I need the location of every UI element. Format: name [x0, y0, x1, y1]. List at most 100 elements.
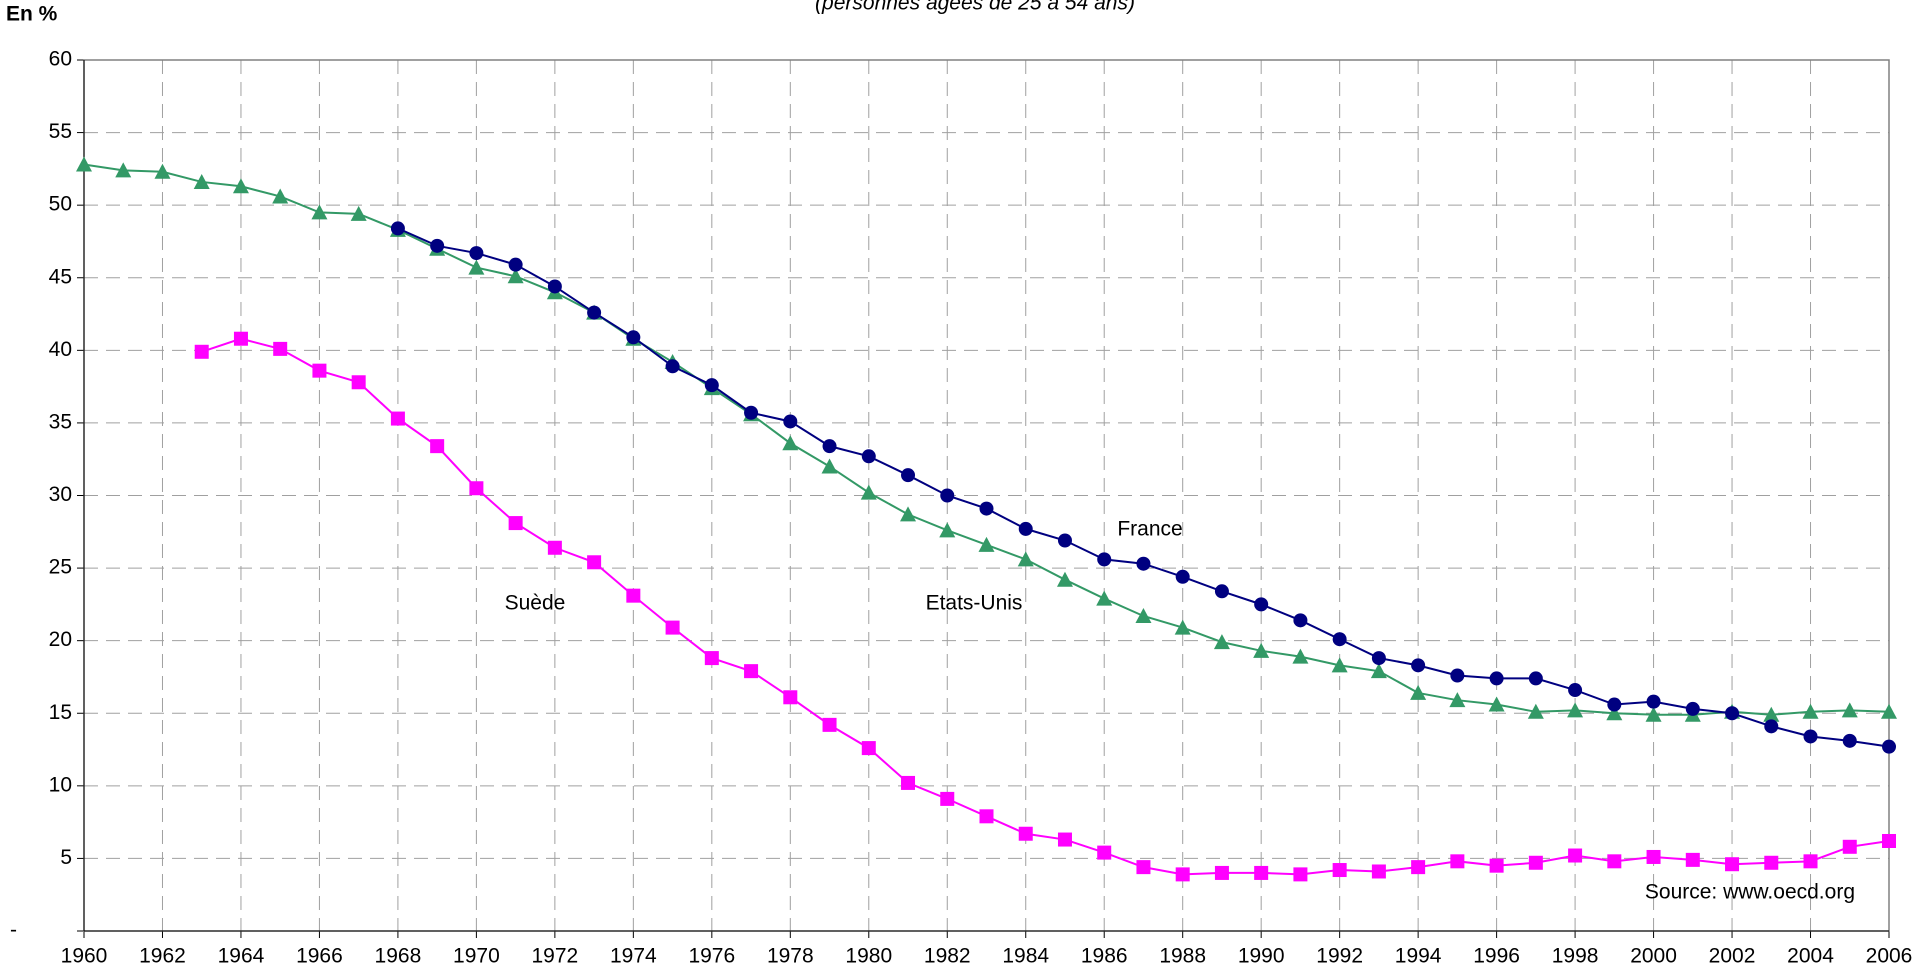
- data-point: [1135, 607, 1152, 623]
- annotation: Etats-Unis: [926, 592, 1023, 615]
- data-point: [232, 178, 249, 194]
- data-point: [783, 690, 798, 705]
- data-point: [469, 246, 484, 261]
- y-tick-label: 60: [49, 48, 72, 71]
- data-point: [1411, 860, 1426, 875]
- y-tick-label: 25: [49, 556, 72, 579]
- data-point: [1685, 852, 1700, 867]
- data-point: [430, 238, 445, 253]
- data-point: [1057, 832, 1072, 847]
- x-tick-label: 1966: [296, 945, 343, 968]
- data-point: [1842, 839, 1857, 854]
- data-point: [587, 305, 602, 320]
- x-tick-label: 1986: [1081, 945, 1128, 968]
- data-point: [940, 488, 955, 503]
- data-point: [1685, 701, 1700, 716]
- data-point: [312, 363, 327, 378]
- x-tick-label: 1962: [139, 945, 186, 968]
- data-point: [1607, 697, 1622, 712]
- data-point: [1842, 733, 1857, 748]
- x-tick-label: 1990: [1238, 945, 1285, 968]
- data-point: [1882, 833, 1896, 848]
- data-point: [1763, 706, 1780, 722]
- data-point: [1371, 864, 1386, 879]
- x-tick-label: 1960: [61, 945, 108, 968]
- data-point: [940, 791, 955, 806]
- chart-subtitle: (personnes âgées de 25 à 54 ans): [815, 0, 1135, 15]
- data-point: [1175, 867, 1190, 882]
- data-point: [1096, 590, 1113, 606]
- data-point: [1018, 521, 1033, 536]
- x-tick-label: 1994: [1395, 945, 1442, 968]
- x-tick-label: 1976: [688, 945, 735, 968]
- data-point: [1331, 657, 1348, 673]
- data-point: [1253, 642, 1270, 658]
- data-point: [1802, 703, 1819, 719]
- data-point: [939, 522, 956, 538]
- data-point: [1489, 858, 1504, 873]
- data-point: [547, 279, 562, 294]
- data-point: [587, 555, 602, 570]
- y-tick-label: 50: [49, 193, 72, 216]
- data-point: [1449, 692, 1466, 708]
- y-tick-label: -: [10, 919, 17, 942]
- data-point: [1646, 849, 1661, 864]
- data-point: [1214, 865, 1229, 880]
- data-point: [1527, 703, 1544, 719]
- data-point: [272, 188, 289, 204]
- data-point: [1528, 855, 1543, 870]
- data-point: [665, 620, 680, 635]
- x-tick-label: 1978: [767, 945, 814, 968]
- data-point: [821, 458, 838, 474]
- data-point: [822, 439, 837, 454]
- data-point: [508, 516, 523, 531]
- data-point: [1725, 857, 1740, 872]
- data-point: [1450, 854, 1465, 869]
- data-point: [1645, 706, 1662, 722]
- data-point: [1410, 684, 1427, 700]
- data-point: [744, 405, 759, 420]
- data-point: [704, 378, 719, 393]
- data-point: [1097, 845, 1112, 860]
- data-point: [311, 204, 328, 220]
- data-point: [350, 205, 367, 221]
- annotation: France: [1117, 518, 1182, 541]
- data-point: [979, 809, 994, 824]
- data-point: [1568, 683, 1583, 698]
- y-tick-label: 15: [49, 701, 72, 724]
- data-point: [782, 435, 799, 451]
- data-point: [901, 775, 916, 790]
- data-point: [704, 651, 719, 666]
- data-point: [1450, 668, 1465, 683]
- data-point: [860, 484, 877, 500]
- data-point: [508, 257, 523, 272]
- x-tick-label: 1984: [1002, 945, 1049, 968]
- data-point: [430, 439, 445, 454]
- data-point: [1803, 854, 1818, 869]
- data-point: [626, 330, 641, 345]
- x-tick-label: 1998: [1552, 945, 1599, 968]
- data-point: [1371, 651, 1386, 666]
- data-point: [744, 664, 759, 679]
- data-point: [1056, 571, 1073, 587]
- data-point: [1881, 703, 1897, 719]
- data-point: [1214, 584, 1229, 599]
- data-point: [1136, 860, 1151, 875]
- y-tick-label: 20: [49, 628, 72, 651]
- x-tick-label: 1996: [1473, 945, 1520, 968]
- data-point: [1764, 719, 1779, 734]
- data-point: [1293, 867, 1308, 882]
- data-point: [273, 341, 288, 356]
- x-tick-label: 1982: [924, 945, 971, 968]
- data-point: [861, 449, 876, 464]
- y-axis-label: En %: [6, 3, 58, 26]
- data-point: [1411, 658, 1426, 673]
- data-point: [1370, 663, 1387, 679]
- y-tick-label: 45: [49, 265, 72, 288]
- series-line: [397, 227, 1890, 748]
- y-tick-label: 55: [49, 120, 72, 143]
- data-point: [783, 414, 798, 429]
- data-point: [1488, 696, 1505, 712]
- x-tick-label: 1980: [845, 945, 892, 968]
- y-tick-label: 10: [49, 773, 72, 796]
